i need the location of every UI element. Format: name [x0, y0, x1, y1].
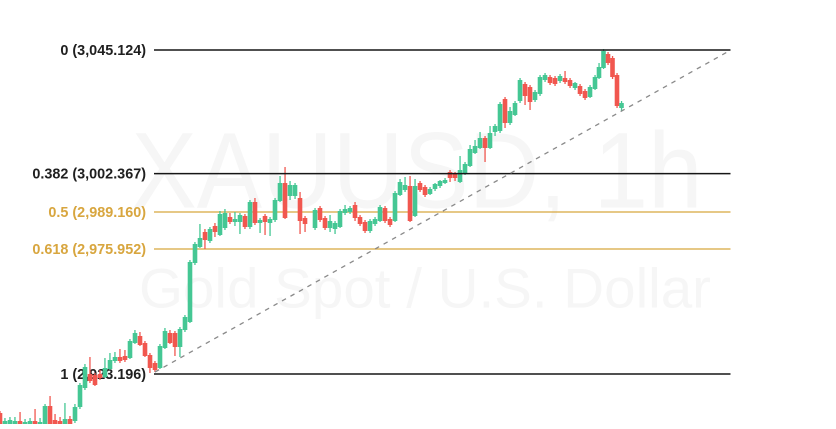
svg-text:0.5 (2,989.160): 0.5 (2,989.160) [48, 205, 146, 221]
svg-text:0.618 (2,975.952): 0.618 (2,975.952) [32, 242, 146, 258]
svg-text:0.382 (3,002.367): 0.382 (3,002.367) [32, 167, 146, 183]
svg-text:Gold Spot / U.S. Dollar: Gold Spot / U.S. Dollar [139, 257, 711, 320]
svg-text:0 (3,045.124): 0 (3,045.124) [60, 43, 146, 59]
